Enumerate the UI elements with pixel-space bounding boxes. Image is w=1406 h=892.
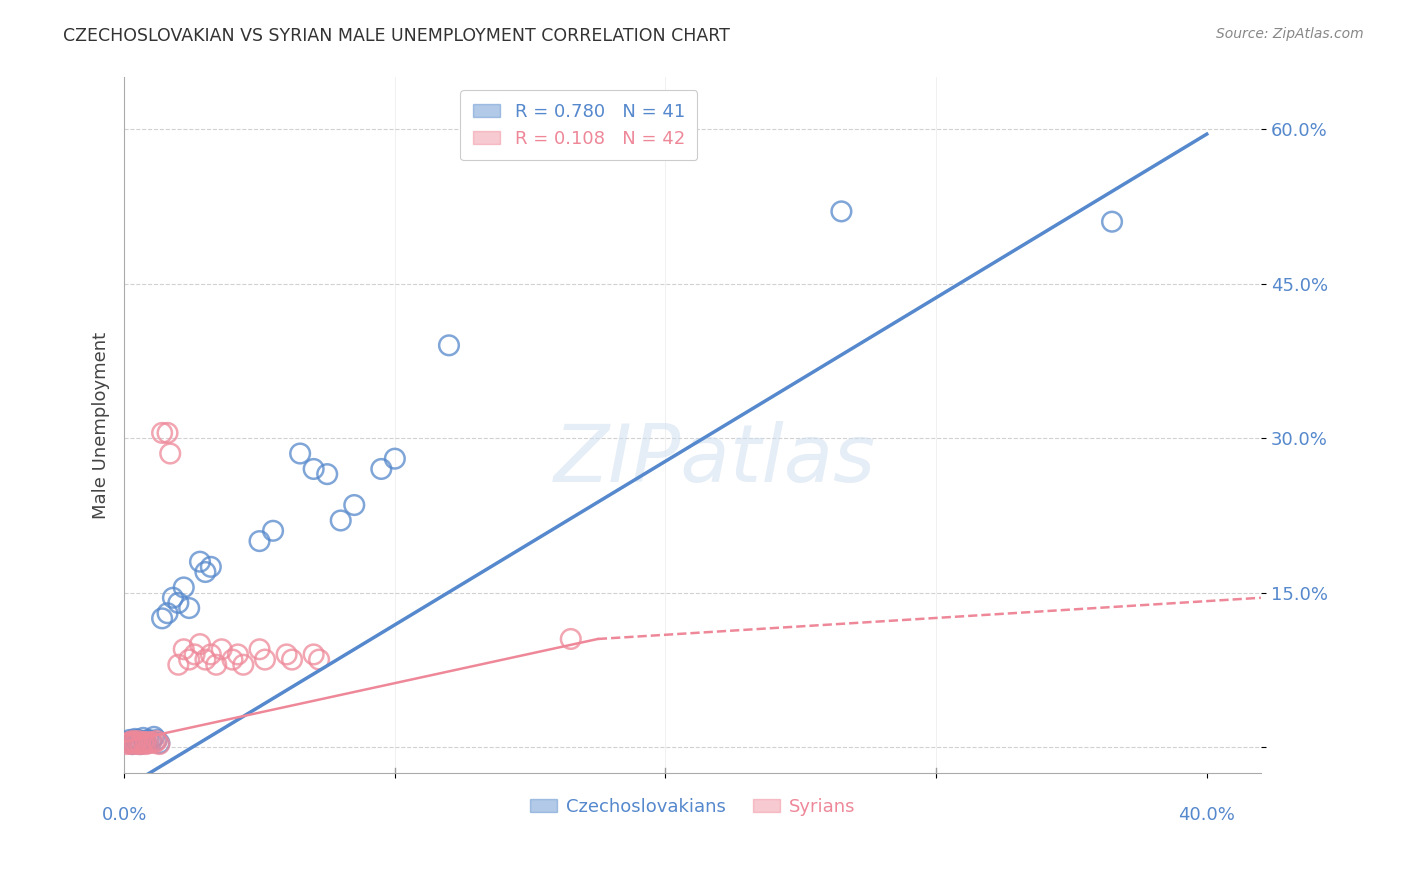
Point bbox=[194, 565, 217, 579]
Point bbox=[121, 737, 143, 751]
Point bbox=[226, 648, 249, 662]
Point bbox=[141, 735, 163, 749]
Point bbox=[437, 338, 460, 352]
Point bbox=[302, 462, 325, 476]
Point bbox=[132, 731, 155, 745]
Point bbox=[135, 736, 157, 750]
Point bbox=[156, 425, 179, 440]
Point bbox=[281, 652, 304, 666]
Point bbox=[560, 632, 582, 646]
Point bbox=[253, 652, 276, 666]
Point bbox=[129, 737, 152, 751]
Point bbox=[200, 648, 222, 662]
Text: CZECHOSLOVAKIAN VS SYRIAN MALE UNEMPLOYMENT CORRELATION CHART: CZECHOSLOVAKIAN VS SYRIAN MALE UNEMPLOYM… bbox=[63, 27, 730, 45]
Point bbox=[124, 736, 146, 750]
Point bbox=[179, 652, 201, 666]
Point bbox=[132, 735, 155, 749]
Point bbox=[127, 736, 149, 750]
Point bbox=[118, 735, 141, 749]
Point bbox=[150, 425, 173, 440]
Point bbox=[135, 737, 157, 751]
Point bbox=[132, 736, 155, 750]
Point bbox=[262, 524, 284, 538]
Point bbox=[200, 559, 222, 574]
Point bbox=[115, 735, 138, 749]
Point bbox=[188, 555, 211, 569]
Point bbox=[276, 648, 298, 662]
Point bbox=[118, 736, 141, 750]
Point bbox=[129, 737, 152, 751]
Point bbox=[138, 733, 160, 747]
Point bbox=[124, 735, 146, 749]
Point bbox=[830, 204, 852, 219]
Point bbox=[135, 735, 157, 749]
Point bbox=[188, 637, 211, 651]
Point bbox=[145, 734, 167, 748]
Point bbox=[167, 657, 190, 672]
Point bbox=[1101, 215, 1123, 229]
Point bbox=[159, 446, 181, 460]
Point bbox=[127, 737, 149, 751]
Point bbox=[370, 462, 392, 476]
Point bbox=[343, 498, 366, 512]
Point bbox=[115, 737, 138, 751]
Point bbox=[308, 652, 330, 666]
Point bbox=[148, 736, 170, 750]
Point bbox=[143, 730, 166, 744]
Point bbox=[124, 731, 146, 746]
Point bbox=[121, 734, 143, 748]
Point bbox=[205, 657, 228, 672]
Point bbox=[150, 611, 173, 625]
Point bbox=[143, 736, 166, 750]
Point bbox=[173, 642, 195, 657]
Point bbox=[118, 733, 141, 747]
Point bbox=[194, 652, 217, 666]
Point bbox=[183, 648, 205, 662]
Point bbox=[127, 733, 149, 747]
Text: ZIPatlas: ZIPatlas bbox=[554, 421, 876, 499]
Point bbox=[135, 735, 157, 749]
Point bbox=[141, 734, 163, 748]
Point bbox=[132, 734, 155, 748]
Point bbox=[179, 601, 201, 615]
Point bbox=[232, 657, 254, 672]
Point bbox=[156, 606, 179, 620]
Point bbox=[167, 596, 190, 610]
Text: 0.0%: 0.0% bbox=[101, 805, 146, 824]
Point bbox=[173, 581, 195, 595]
Point bbox=[302, 648, 325, 662]
Point bbox=[127, 734, 149, 748]
Point bbox=[148, 737, 170, 751]
Point bbox=[145, 733, 167, 747]
Text: Source: ZipAtlas.com: Source: ZipAtlas.com bbox=[1216, 27, 1364, 41]
Point bbox=[129, 736, 152, 750]
Legend: Czechoslovakians, Syrians: Czechoslovakians, Syrians bbox=[523, 790, 863, 823]
Point bbox=[329, 514, 352, 528]
Point bbox=[288, 446, 311, 460]
Point bbox=[221, 652, 243, 666]
Point bbox=[121, 737, 143, 751]
Point bbox=[138, 736, 160, 750]
Point bbox=[384, 451, 406, 466]
Text: 40.0%: 40.0% bbox=[1178, 805, 1236, 824]
Point bbox=[121, 734, 143, 748]
Point bbox=[249, 642, 271, 657]
Point bbox=[211, 642, 233, 657]
Point bbox=[124, 735, 146, 749]
Point bbox=[129, 735, 152, 749]
Y-axis label: Male Unemployment: Male Unemployment bbox=[93, 332, 110, 519]
Point bbox=[316, 467, 339, 482]
Point bbox=[118, 736, 141, 750]
Point bbox=[162, 591, 184, 605]
Point bbox=[249, 534, 271, 549]
